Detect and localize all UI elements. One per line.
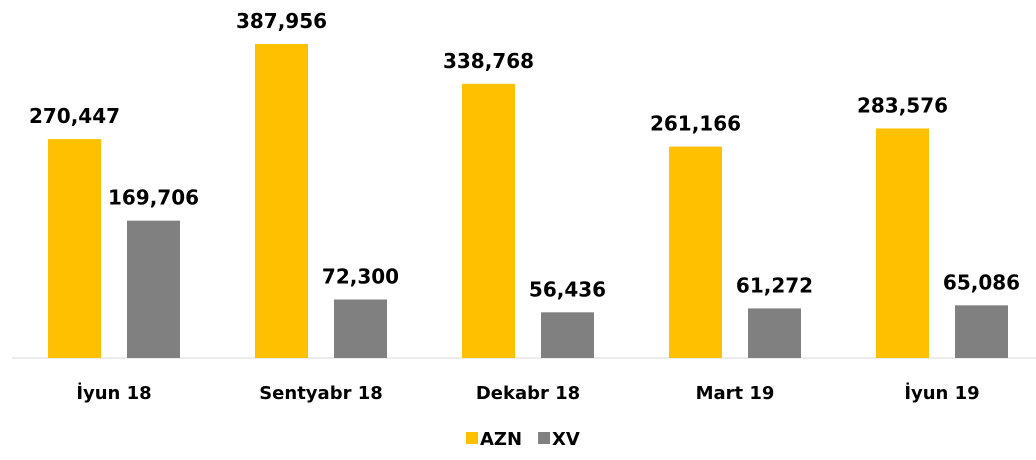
data-label: 72,300	[322, 264, 399, 288]
data-label: 283,576	[857, 93, 948, 117]
data-label: 169,706	[108, 186, 199, 210]
bar	[955, 305, 1008, 358]
data-label: 56,436	[529, 277, 606, 301]
bar	[334, 299, 387, 358]
x-tick-label: Sentyabr 18	[259, 383, 383, 404]
x-tick-label: Mart 19	[696, 383, 775, 404]
data-label: 65,086	[943, 270, 1020, 294]
bar	[748, 308, 801, 358]
bar	[541, 312, 594, 358]
bar	[127, 220, 180, 358]
data-label: 387,956	[236, 9, 327, 33]
legend-swatch	[466, 432, 478, 444]
x-tick-label: İyun 18	[76, 382, 151, 404]
data-label: 61,272	[736, 273, 813, 297]
bar	[462, 83, 515, 359]
legend-label: AZN	[480, 429, 522, 450]
data-label: 338,768	[443, 49, 534, 73]
x-tick-label: İyun 19	[904, 382, 979, 404]
bar	[669, 146, 722, 358]
data-label: 261,166	[650, 112, 741, 136]
x-tick-label: Dekabr 18	[476, 383, 580, 404]
data-label: 270,447	[29, 104, 120, 128]
bar	[255, 44, 308, 358]
bar	[876, 128, 929, 358]
bar	[48, 139, 101, 358]
legend-label: XV	[552, 429, 580, 450]
legend-swatch	[538, 432, 551, 444]
